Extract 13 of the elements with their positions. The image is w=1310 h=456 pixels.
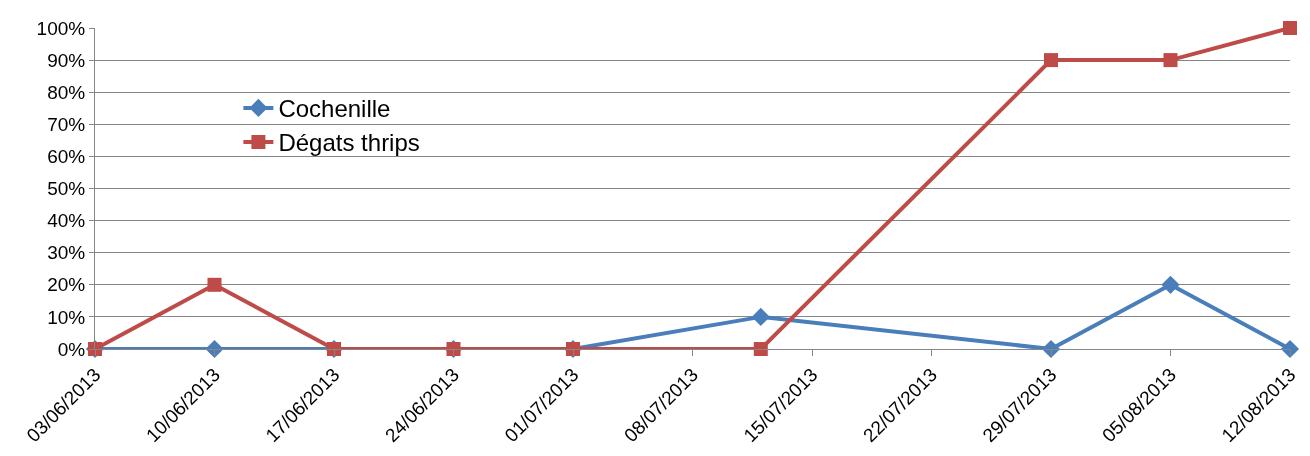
y-tick-label: 70% — [47, 113, 86, 135]
y-tick-label: 20% — [47, 274, 86, 296]
y-tick-label: 80% — [47, 81, 86, 103]
y-tick-label: 0% — [57, 338, 86, 360]
legend-label: Dégats thrips — [278, 129, 420, 157]
y-tick-label: 60% — [47, 146, 86, 168]
y-tick-label: 40% — [47, 210, 86, 232]
y-tick-label: 30% — [47, 242, 86, 264]
y-tick-label: 50% — [47, 178, 86, 200]
y-tick-label: 10% — [47, 306, 86, 328]
y-tick-label: 100% — [36, 17, 86, 39]
legend-label: Cochenille — [278, 95, 391, 123]
y-tick-label: 90% — [47, 49, 86, 71]
